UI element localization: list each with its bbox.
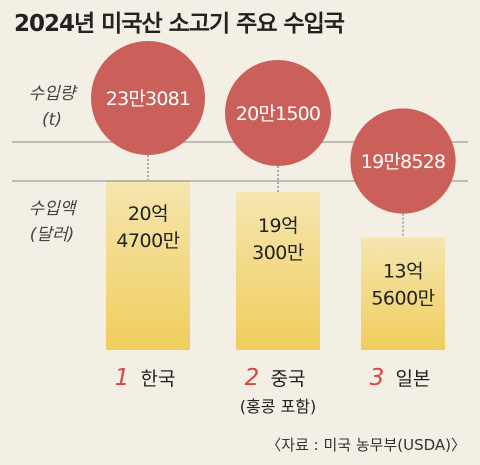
value-label: 20억	[128, 203, 168, 225]
value-series-label: 수입액	[29, 199, 78, 219]
value-label: 5600만	[371, 287, 434, 309]
category-sublabel: (홍콩 포함)	[240, 397, 316, 416]
value-label: 300만	[252, 242, 304, 264]
volume-unit-label: (t)	[42, 110, 62, 130]
volume-circle	[225, 60, 331, 166]
category-label: 일본	[396, 368, 431, 390]
rank-number: 2	[245, 365, 260, 391]
volume-label: 23만3081	[106, 88, 190, 110]
rank-number: 1	[115, 365, 130, 391]
volume-label: 20만1500	[236, 103, 320, 125]
value-label: 4700만	[116, 230, 179, 252]
rank-number: 3	[370, 365, 385, 391]
category-label: 중국	[271, 368, 306, 390]
value-label: 19억	[258, 215, 298, 237]
value-unit-label: (달러)	[30, 225, 75, 245]
value-label: 13억	[383, 260, 423, 282]
value-bar	[361, 237, 445, 350]
value-bar	[106, 180, 190, 350]
category-label: 한국	[141, 368, 176, 390]
volume-label: 19만8528	[361, 151, 445, 173]
volume-series-label: 수입량	[29, 84, 78, 104]
value-bar	[236, 191, 320, 350]
volume-circle	[91, 41, 205, 155]
source-note: 〈자료 : 미국 농무부(USDA)〉	[266, 436, 466, 454]
chart-title: 2024년 미국산 소고기 주요 수입국	[14, 11, 345, 37]
volume-circle	[350, 108, 456, 214]
